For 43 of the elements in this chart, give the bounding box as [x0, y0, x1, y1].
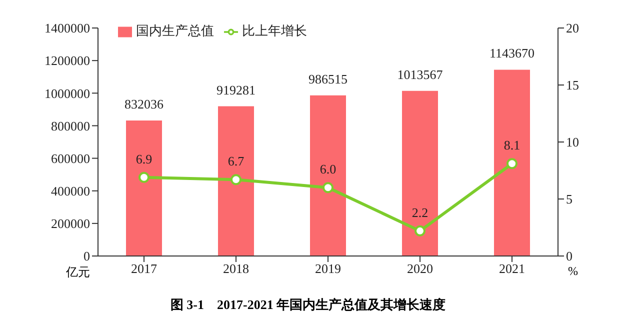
y2-tick-label: 0: [566, 248, 572, 264]
point: [322, 182, 334, 194]
bar: [218, 106, 254, 256]
y-tick-label: 200000: [51, 216, 90, 232]
data-label: 1013567: [397, 66, 444, 82]
bar: [126, 120, 162, 256]
text: 图 3-1 2017-2021 年国内生产总值及其增长速度: [169, 296, 447, 314]
y-tick-label: 600000: [51, 150, 90, 166]
bar: [310, 95, 346, 256]
point: [230, 174, 242, 186]
data-label: 1143670: [489, 46, 535, 61]
data-label: 2.2: [412, 204, 428, 220]
data-label: 6.7: [228, 154, 245, 169]
y2-tick-label: 20: [566, 20, 579, 36]
y-tick-label: 1400000: [44, 20, 90, 36]
bar: [494, 70, 530, 256]
y-tick-label: 1200000: [44, 53, 90, 68]
y2-tick-label: 5: [566, 192, 572, 207]
y2-axis-title: %: [568, 264, 578, 279]
y2-tick-label: 10: [566, 134, 579, 150]
y-tick-label: 0: [84, 248, 90, 264]
data-label: 8.1: [504, 138, 520, 153]
x-tick-label: 2019: [315, 261, 341, 276]
data-label: 832036: [124, 96, 164, 112]
y-axis-title: 亿元: [66, 264, 90, 281]
legend-label: 国内生产总值: [136, 23, 214, 38]
x-tick-label: 2021: [499, 261, 525, 276]
point: [506, 158, 518, 170]
x-tick-label: 2018: [223, 261, 249, 276]
point: [138, 172, 150, 183]
x-tick-label: 2017: [131, 261, 158, 276]
y2-tick-label: 15: [566, 78, 579, 93]
data-label: 986515: [308, 71, 348, 86]
data-label: 6.9: [136, 151, 152, 166]
data-label: 6.0: [320, 162, 336, 177]
data-label: 919281: [216, 82, 256, 98]
point: [414, 225, 426, 236]
y-tick-label: 800000: [51, 118, 90, 134]
legend-label: 比上年增长: [242, 23, 307, 38]
y-tick-label: 1000000: [44, 86, 90, 101]
x-tick-label: 2020: [407, 261, 433, 276]
bar: [402, 90, 438, 256]
y-tick-label: 400000: [51, 183, 90, 198]
